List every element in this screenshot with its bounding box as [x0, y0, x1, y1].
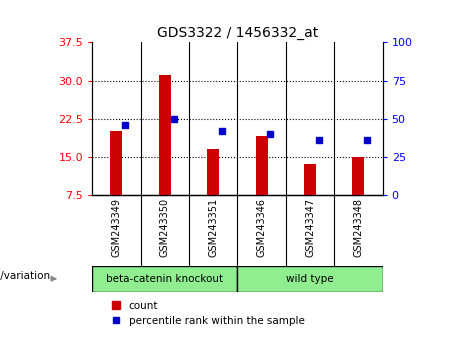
- Bar: [255, 136, 268, 195]
- Bar: [207, 149, 219, 195]
- Text: GSM243349: GSM243349: [112, 198, 121, 257]
- Text: genotype/variation: genotype/variation: [0, 270, 51, 281]
- Bar: [352, 156, 365, 195]
- Text: wild type: wild type: [286, 274, 334, 284]
- Bar: [110, 131, 123, 195]
- Text: beta-catenin knockout: beta-catenin knockout: [106, 274, 224, 284]
- Text: GSM243348: GSM243348: [354, 198, 363, 257]
- Bar: [237, 266, 383, 292]
- Bar: [92, 266, 237, 292]
- Text: GSM243350: GSM243350: [160, 198, 170, 257]
- Text: GSM243346: GSM243346: [257, 198, 266, 257]
- Text: GSM243347: GSM243347: [305, 198, 315, 257]
- Bar: [304, 164, 316, 195]
- Text: GSM243351: GSM243351: [208, 198, 218, 257]
- Title: GDS3322 / 1456332_at: GDS3322 / 1456332_at: [157, 26, 318, 40]
- Legend: count, percentile rank within the sample: count, percentile rank within the sample: [112, 301, 304, 326]
- Bar: [159, 75, 171, 195]
